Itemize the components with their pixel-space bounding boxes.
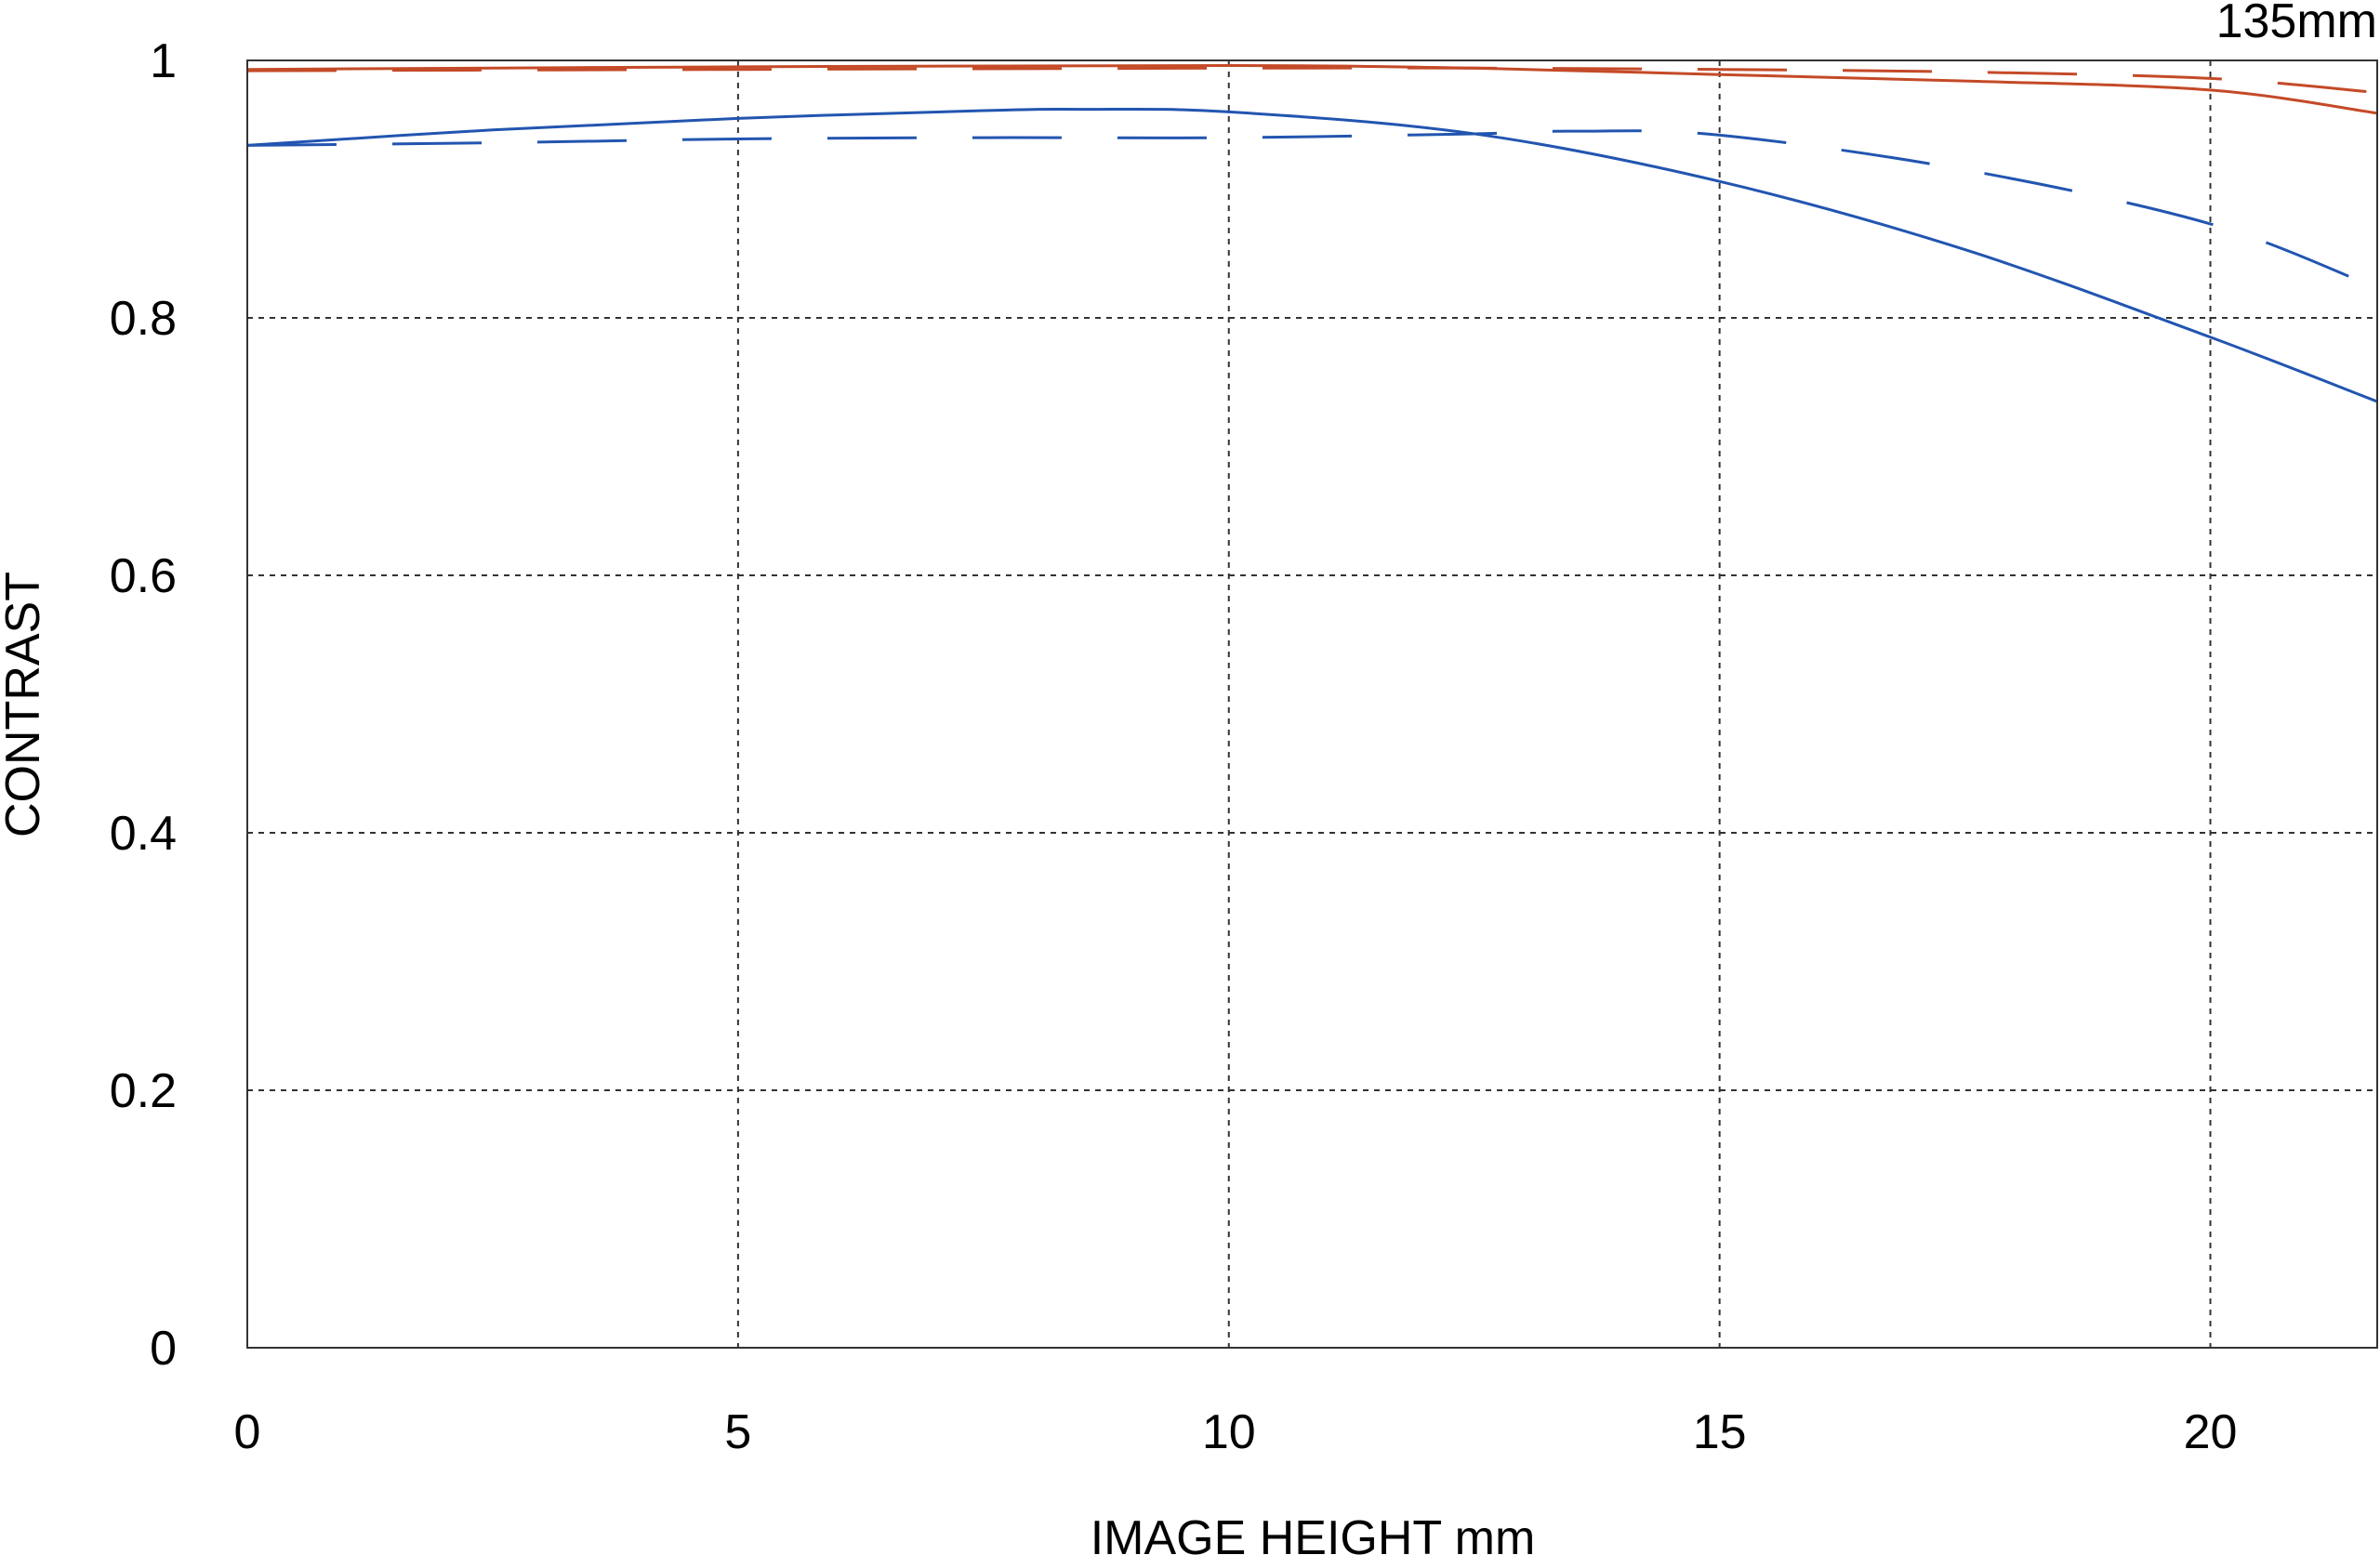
plot-frame (246, 59, 2378, 1349)
x-tick-labels: 0 5 10 15 20 (234, 1405, 2238, 1459)
x-tick-label: 0 (234, 1405, 261, 1459)
y-axis-label: CONTRAST (0, 572, 50, 837)
grid (247, 60, 2377, 1348)
y-tick-label: 0.2 (110, 1064, 177, 1118)
y-tick-label: 0.6 (110, 549, 177, 603)
y-tick-labels: 0 0.2 0.4 0.6 0.8 1 (110, 34, 177, 1376)
series-group (246, 64, 2378, 403)
series-line-2-solid (246, 107, 2378, 403)
series-line-3-dashed (246, 129, 2378, 290)
y-tick-label: 0.4 (110, 807, 177, 861)
series-line-1-dashed (246, 66, 2378, 95)
x-tick-label: 5 (724, 1405, 751, 1459)
x-tick-label: 20 (2184, 1405, 2238, 1459)
y-tick-label: 0.8 (110, 292, 177, 346)
x-axis-label: IMAGE HEIGHT mm (1091, 1511, 1536, 1555)
x-tick-label: 10 (1202, 1405, 1256, 1459)
y-tick-label: 1 (150, 34, 177, 88)
x-tick-label: 15 (1693, 1405, 1747, 1459)
chart-title: 135mm (2216, 0, 2377, 48)
y-tick-label: 0 (150, 1322, 177, 1376)
